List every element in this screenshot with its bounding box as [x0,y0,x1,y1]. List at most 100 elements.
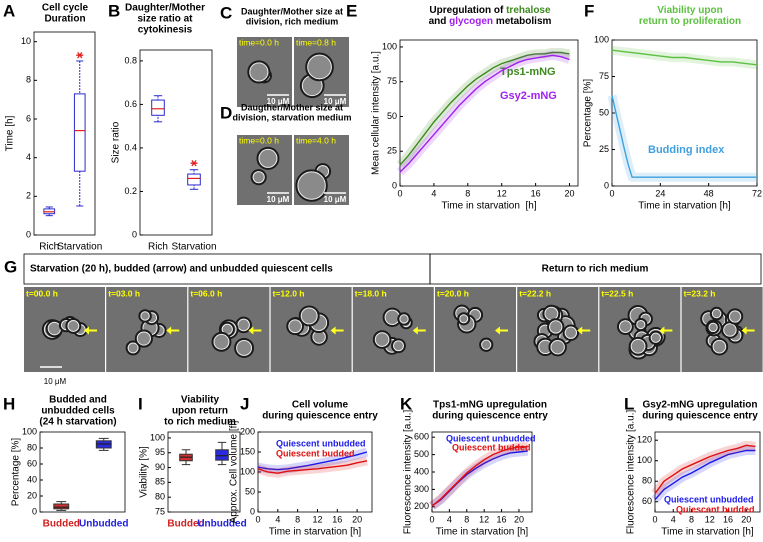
panel-letter: I [138,394,143,413]
cell [288,319,302,334]
cell [544,306,559,321]
y-tick-label: 0 [604,180,609,190]
arrow [741,326,755,335]
y-tick-label: 8 [26,75,31,85]
chart-title: Duration [44,14,85,25]
cell [397,312,411,326]
box [151,99,165,116]
cell [374,332,390,347]
scale-label: 10 μM [324,195,347,204]
frame-time: t=00.0 h [26,288,58,298]
cell [636,319,646,330]
y-tick-label: 200 [240,426,255,436]
x-tick-label: 12 [312,514,322,524]
x-axis-label: Time in starvation [h] [661,527,754,538]
x-tick-label: Unbudded [79,519,128,530]
y-tick-label: 120 [637,435,652,445]
y-tick-label: 100 [240,466,255,476]
series-line [257,451,368,471]
y-tick-label: 50 [599,107,609,117]
cell [459,314,469,324]
x-tick-label: 12 [497,188,507,198]
y-tick-label: 80 [642,476,652,486]
cell [481,339,492,350]
panel-letter: L [624,394,634,413]
cell [648,330,663,345]
frame-time: t=06.0 h [190,288,222,298]
x-tick-label: 4 [671,514,676,524]
y-tick-label: 10 [21,36,31,46]
panel-letter: G [4,257,17,276]
y-tick-label: 20 [27,490,37,500]
cell [479,337,494,352]
cell [140,311,150,321]
frame-time: t=03.0 h [108,288,140,298]
cell [305,52,334,82]
x-tick-label: 20 [741,514,751,524]
y-tick-label: 100 [382,41,397,51]
y-tick-label: 100 [594,34,609,44]
plot-frame [654,431,761,513]
chart-title: and glycogen metabolism [429,16,552,27]
cell [300,307,318,325]
cell [256,146,280,170]
arrow [412,326,426,335]
cell [564,326,578,339]
arrow [84,326,97,335]
series-line [431,446,528,507]
legend-label: Quiescent unbudded [664,494,754,504]
chart-title: Gsy2-mNG upregulation [642,400,757,411]
chart-title: upon return [172,406,228,417]
legend-label: Gsy2-mNG [500,90,557,102]
frame-time: t=22.2 h [519,288,551,298]
y-tick-label: 60 [642,496,652,506]
x-axis-label: Time in starvation [h] [441,201,536,212]
cell [236,340,253,356]
cell [548,337,567,357]
x-tick-label: 8 [295,514,300,524]
y-tick-label: 0 [26,229,31,239]
arrow [330,326,344,335]
x-tick-label: 12 [479,514,489,524]
cell [65,318,82,334]
y-axis-label: Size ratio [111,121,122,163]
scale-label: 10 μM [324,97,347,106]
legend-label: Quiescent budded [276,448,355,458]
x-tick-label: 0 [652,514,657,524]
frame-time: time=0.0 h [239,135,279,145]
y-axis-label: Percentage [%] [583,79,594,148]
panel-letter: F [584,1,594,20]
cell [247,60,271,84]
chart-title: to rich medium [164,417,236,428]
header-box [429,253,762,285]
x-tick-label: 16 [332,514,342,524]
cell [550,339,565,355]
x-tick-label: Budded [167,519,204,530]
cell [617,318,634,335]
y-tick-label: 0 [250,506,255,516]
x-axis-label: Time in starvation [h] [638,201,731,212]
legend-label: Quiescent budded [676,504,755,514]
cell [549,320,563,334]
panel-title: Daughter/Mother size at [241,6,343,16]
title-part: Viability upon [657,5,722,16]
title-part: and [429,16,450,27]
y-tick-label: 0.6 [124,99,137,109]
x-tick-label: 24 [655,188,665,198]
title-part: trehalose [506,5,551,16]
cell [138,309,152,323]
chart-title: during quiescence entry [262,411,378,422]
chart-title: cytokinesis [138,25,193,36]
x-tick-label: 20 [352,514,362,524]
x-tick-label: Rich [148,242,168,253]
cell [213,333,230,350]
title-part: return to proliferation [639,16,741,27]
y-tick-label: 75 [599,71,609,81]
cell [295,169,328,202]
panel-letter: B [108,1,120,20]
y-axis-label: Mean cellular intensity [a.u.] [371,51,382,175]
x-tick-label: 4 [275,514,280,524]
cell [67,320,80,332]
legend-label: Tps1-mNG [500,66,556,78]
frame-time: t=22.5 h [601,288,633,298]
